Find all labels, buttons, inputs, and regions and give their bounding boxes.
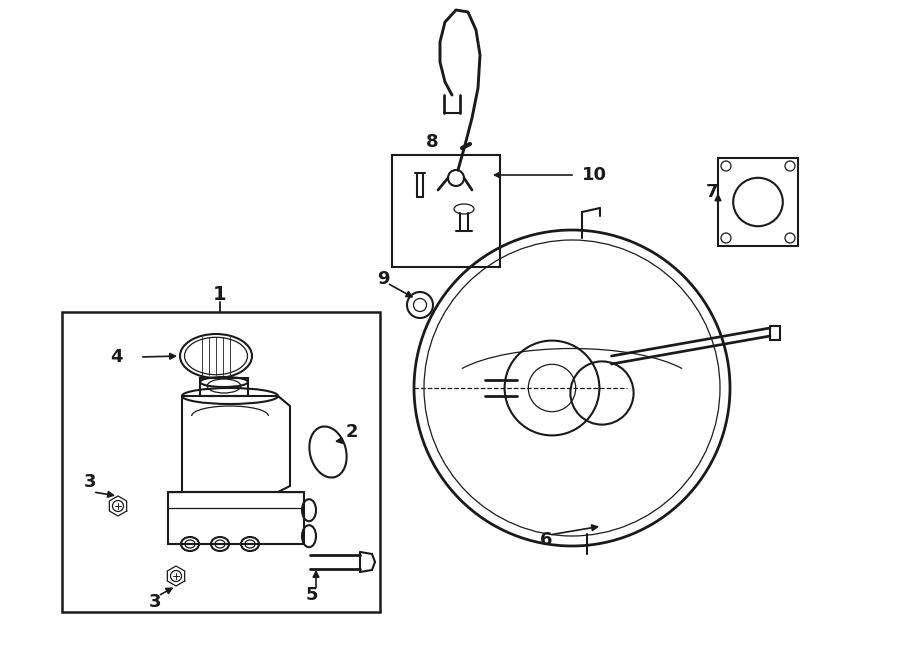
Bar <box>168 492 304 544</box>
Bar <box>62 312 380 612</box>
Text: 2: 2 <box>346 423 358 441</box>
Bar <box>200 378 248 396</box>
Text: 9: 9 <box>377 270 389 288</box>
Text: 5: 5 <box>306 586 319 604</box>
Bar <box>718 158 798 246</box>
Text: 6: 6 <box>540 531 553 549</box>
Bar <box>392 155 500 267</box>
Text: 3: 3 <box>84 473 96 491</box>
Text: 7: 7 <box>706 183 718 201</box>
Text: 1: 1 <box>213 286 227 305</box>
Text: 4: 4 <box>110 348 122 366</box>
Text: 3: 3 <box>148 593 161 611</box>
Text: 8: 8 <box>426 133 438 151</box>
Text: 10: 10 <box>581 166 607 184</box>
